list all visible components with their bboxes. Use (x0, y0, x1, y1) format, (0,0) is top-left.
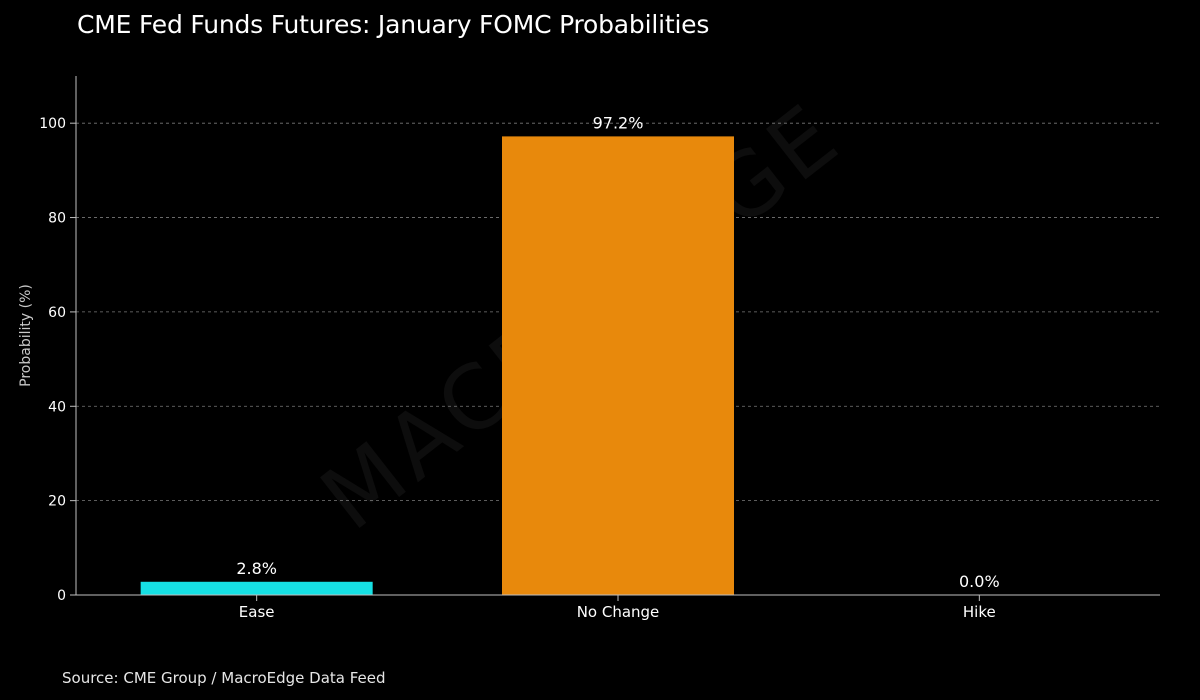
y-tick-label: 40 (48, 399, 66, 415)
y-tick-label: 20 (48, 494, 66, 510)
axes (70, 76, 1160, 601)
data-label: 2.8% (236, 559, 277, 578)
x-tick-label: No Change (577, 603, 660, 621)
labels: 0 20 40 60 80 100 Ease 2.8% No Change 97.2% Hike 0.… (39, 113, 999, 621)
bars (140, 136, 734, 595)
y-tick-label: 60 (48, 305, 66, 321)
bar-ease (140, 581, 373, 595)
data-label: 97.2% (593, 113, 644, 132)
chart-title: CME Fed Funds Futures: January FOMC Prob… (77, 10, 710, 39)
y-tick-label: 0 (57, 588, 66, 604)
y-axis-title: Probability (%) (18, 284, 34, 387)
data-label: 0.0% (959, 572, 1000, 591)
x-tick-label: Hike (963, 603, 996, 621)
source-note: Source: CME Group / MacroEdge Data Feed (62, 669, 386, 687)
bar-no-change (502, 136, 734, 595)
y-tick-label: 80 (48, 211, 66, 227)
y-tick-label: 100 (39, 116, 66, 132)
x-tick-label: Ease (239, 603, 275, 621)
